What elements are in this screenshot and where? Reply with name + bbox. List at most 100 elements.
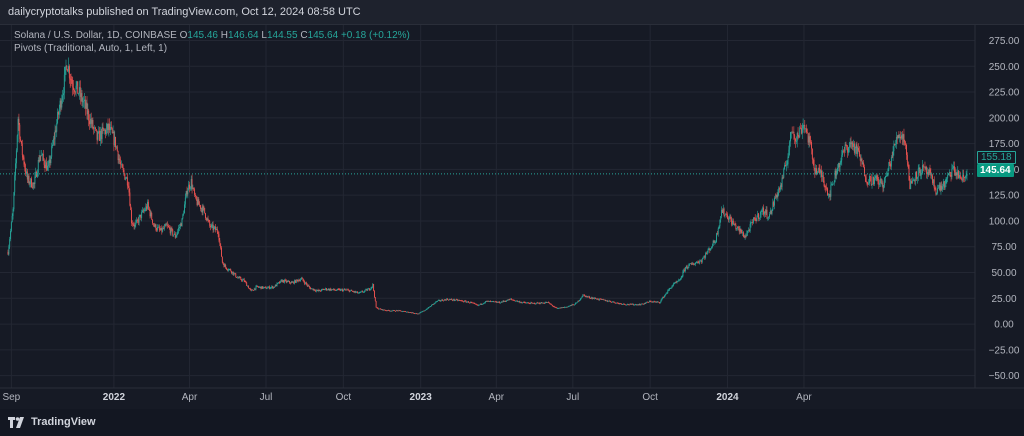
candle-body — [761, 210, 763, 212]
candle-body — [495, 301, 496, 303]
candle-body — [49, 159, 51, 163]
candle-body — [387, 309, 389, 311]
candle-body — [933, 179, 935, 189]
candle-body — [858, 150, 860, 157]
candle-body — [174, 233, 176, 238]
candle-body — [880, 178, 882, 183]
chart-legend[interactable]: Solana / U.S. Dollar, 1D, COINBASE O145.… — [14, 29, 410, 55]
candle-body — [346, 289, 348, 291]
candle-body — [552, 305, 554, 307]
candle-body — [76, 81, 78, 86]
candle-body — [790, 131, 792, 133]
candle-body — [416, 313, 417, 315]
candle-body — [876, 175, 878, 180]
candle-body — [402, 311, 404, 312]
candle-body — [125, 178, 127, 180]
candle-body — [808, 136, 810, 143]
candle-body — [176, 233, 178, 236]
candle-body — [134, 224, 136, 227]
tradingview-logo[interactable]: TradingView — [8, 416, 96, 428]
candle-body — [912, 179, 914, 181]
pivot-price-tag: 155.18 — [977, 151, 1016, 164]
candle-body — [504, 301, 506, 302]
legend-indicator[interactable]: Pivots (Traditional, Auto, 1, Left, 1) — [14, 43, 168, 54]
candle-body — [317, 289, 319, 292]
candle-body — [739, 228, 741, 232]
candle-body — [110, 127, 111, 131]
candle-body — [679, 279, 681, 281]
candle-body — [704, 256, 706, 258]
candle-body — [101, 127, 103, 140]
candle-body — [170, 228, 172, 234]
candle-body — [626, 304, 628, 305]
candle-body — [354, 291, 356, 293]
candle-body — [232, 271, 234, 275]
candle-body — [705, 253, 707, 254]
candle-body — [717, 228, 719, 235]
candle-body — [675, 281, 677, 283]
candle-body — [724, 214, 726, 216]
candle-body — [951, 168, 953, 177]
candle-body — [142, 210, 144, 212]
candle-body — [566, 306, 568, 308]
candle-body — [153, 224, 155, 227]
candle-body — [181, 218, 183, 227]
candle-body — [231, 271, 233, 274]
time-axis[interactable] — [0, 388, 975, 409]
candle-body — [659, 301, 661, 303]
candle-body — [423, 310, 425, 312]
candle-body — [109, 123, 111, 131]
chart-pane[interactable] — [0, 25, 975, 388]
candle-body — [528, 302, 530, 304]
candle-body — [20, 140, 22, 144]
candle-body — [877, 179, 879, 181]
candle-body — [516, 300, 518, 302]
candle-body — [168, 225, 169, 227]
candle-body — [492, 301, 494, 303]
price-axis[interactable] — [975, 25, 1024, 388]
candle-body — [490, 301, 492, 303]
y-tick-label: 125.00 — [989, 191, 1020, 202]
candle-body — [683, 269, 685, 272]
candle-body — [505, 301, 507, 302]
candle-body — [205, 213, 206, 219]
candle-body — [597, 298, 599, 300]
candle-body — [69, 77, 71, 80]
candle-body — [310, 287, 312, 290]
candle-body — [430, 306, 432, 307]
candle-body — [815, 168, 817, 175]
candle-body — [53, 138, 55, 140]
candle-body — [766, 209, 768, 218]
candle-body — [404, 311, 406, 312]
candle-body — [291, 282, 293, 283]
candle-body — [450, 299, 452, 300]
candle-body — [71, 79, 73, 84]
candle-body — [278, 282, 280, 283]
candle-body — [677, 281, 679, 283]
candle-body — [750, 222, 752, 225]
candle-body — [413, 313, 415, 314]
candle-body — [56, 123, 58, 132]
candle-body — [155, 224, 157, 230]
candle-body — [276, 283, 278, 286]
last-price-tag: 145.64 — [977, 164, 1014, 177]
candle-body — [221, 256, 223, 263]
candle-body — [235, 273, 237, 277]
candle-body — [420, 312, 422, 313]
candle-body — [288, 281, 290, 282]
candle-body — [825, 186, 827, 188]
candle-body — [484, 301, 486, 303]
candle-body — [456, 299, 458, 301]
candle-body — [511, 298, 512, 300]
candle-body — [451, 299, 453, 300]
candle-body — [336, 290, 338, 291]
candle-body — [371, 286, 373, 288]
candle-body — [37, 160, 39, 173]
x-tick-label: Jul — [260, 392, 273, 403]
candle-body — [296, 279, 298, 281]
candle-body — [845, 144, 847, 146]
candle-body — [621, 304, 623, 305]
candle-body — [186, 191, 188, 195]
candle-body — [804, 125, 806, 129]
